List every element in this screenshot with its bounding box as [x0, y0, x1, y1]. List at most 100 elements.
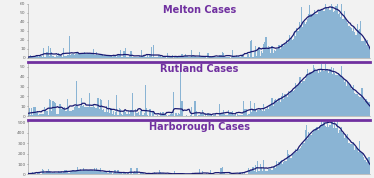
Bar	[27, 114, 29, 116]
Bar	[344, 11, 345, 58]
Bar	[250, 171, 251, 174]
Bar	[120, 109, 121, 116]
Bar	[119, 54, 120, 58]
Bar	[101, 172, 102, 174]
Bar	[77, 106, 79, 116]
Bar	[347, 134, 348, 174]
Bar	[295, 149, 296, 174]
Bar	[90, 170, 91, 174]
Bar	[166, 115, 167, 116]
Bar	[343, 134, 344, 174]
Bar	[257, 110, 258, 116]
Bar	[38, 172, 39, 174]
Bar	[266, 37, 267, 58]
Bar	[108, 100, 109, 116]
Bar	[216, 57, 217, 58]
Bar	[341, 66, 343, 116]
Bar	[140, 57, 141, 58]
Bar	[319, 11, 320, 58]
Bar	[97, 55, 98, 58]
Bar	[75, 106, 76, 116]
Bar	[121, 173, 122, 174]
Bar	[319, 126, 320, 174]
Bar	[77, 53, 79, 58]
Bar	[306, 74, 307, 116]
Bar	[314, 10, 315, 58]
Bar	[327, 9, 328, 58]
Bar	[80, 53, 81, 58]
Bar	[203, 114, 204, 116]
Bar	[127, 114, 128, 116]
Bar	[274, 167, 275, 174]
Bar	[232, 50, 233, 58]
Bar	[355, 35, 357, 58]
Bar	[131, 51, 132, 58]
Bar	[300, 25, 301, 58]
Bar	[122, 57, 123, 58]
Bar	[46, 52, 47, 58]
Bar	[152, 112, 153, 116]
Bar	[113, 56, 114, 58]
Bar	[100, 99, 101, 116]
Bar	[59, 54, 61, 58]
Bar	[202, 171, 203, 174]
Bar	[327, 70, 328, 116]
Bar	[101, 100, 102, 116]
Bar	[291, 154, 293, 174]
Bar	[161, 114, 162, 116]
Bar	[174, 171, 175, 174]
Bar	[171, 113, 172, 116]
Bar	[154, 57, 155, 58]
Bar	[197, 57, 198, 58]
Bar	[358, 30, 359, 58]
Bar	[40, 56, 42, 58]
Bar	[312, 72, 313, 116]
Bar	[142, 173, 144, 174]
Bar	[286, 96, 287, 116]
Bar	[301, 7, 302, 58]
Bar	[260, 164, 261, 174]
Bar	[154, 172, 155, 174]
Bar	[96, 168, 97, 174]
Bar	[132, 93, 133, 116]
Bar	[167, 53, 168, 58]
Bar	[230, 173, 231, 174]
Bar	[185, 54, 186, 58]
Bar	[68, 173, 69, 174]
Bar	[251, 112, 252, 116]
Bar	[184, 56, 185, 58]
Bar	[205, 57, 206, 58]
Bar	[296, 28, 297, 58]
Bar	[184, 173, 185, 174]
Bar	[322, 70, 324, 116]
Bar	[81, 171, 82, 174]
Bar	[270, 104, 272, 116]
Bar	[367, 101, 368, 116]
Bar	[67, 55, 68, 58]
Bar	[161, 57, 162, 58]
Bar	[180, 173, 181, 174]
Bar	[335, 75, 337, 116]
Bar	[157, 57, 158, 58]
Bar	[362, 157, 364, 174]
Bar	[270, 169, 272, 174]
Bar	[282, 93, 283, 116]
Bar	[234, 114, 236, 116]
Bar	[62, 57, 63, 58]
Bar	[366, 99, 367, 116]
Bar	[306, 125, 307, 174]
Bar	[141, 50, 142, 58]
Bar	[312, 133, 313, 174]
Bar	[256, 112, 257, 116]
Bar	[320, 125, 321, 174]
Bar	[37, 112, 38, 116]
Bar	[188, 57, 190, 58]
Bar	[128, 111, 129, 116]
Bar	[145, 57, 146, 58]
Bar	[164, 114, 165, 116]
Bar	[200, 57, 202, 58]
Bar	[133, 57, 134, 58]
Bar	[252, 57, 254, 58]
Bar	[165, 57, 166, 58]
Bar	[115, 112, 116, 116]
